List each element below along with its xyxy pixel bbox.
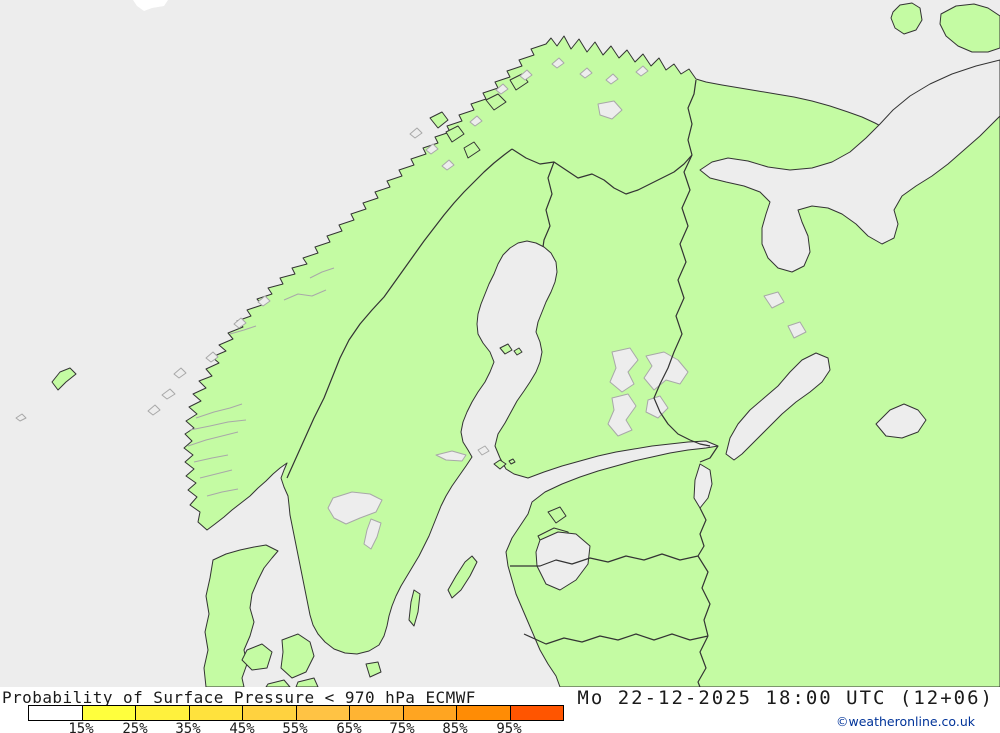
lake-onega	[875, 403, 927, 439]
country-borders	[286, 79, 719, 687]
seas-and-large-lakes	[535, 59, 1000, 591]
gulf-of-riga	[535, 531, 591, 591]
border-finland-russia	[653, 154, 711, 447]
legend-label: 75%	[389, 721, 415, 733]
legend-color-box	[456, 706, 510, 720]
border-norway-finland	[511, 148, 693, 195]
fjord-lines	[187, 267, 335, 497]
coastal-islets	[15, 57, 649, 456]
border-estonia-russia	[699, 445, 719, 463]
white-sea	[699, 59, 1000, 273]
border-sweden-finland	[542, 161, 555, 248]
lake-ladoga	[725, 352, 831, 461]
map-title: Probability of Surface Pressure < 970 hP…	[2, 688, 476, 707]
legend-label: 25%	[122, 721, 148, 733]
legend-color-box	[349, 706, 403, 720]
lake-vanern	[327, 491, 383, 525]
border-norway-sweden	[286, 148, 513, 479]
legend-label: 55%	[282, 721, 308, 733]
map-datetime: Mo 22-12-2025 18:00 UTC (12+06)	[577, 687, 994, 709]
map-area	[0, 0, 1000, 687]
probability-legend-bar	[28, 705, 564, 721]
legend-color-box	[135, 706, 189, 720]
low-probability-area	[133, 0, 168, 11]
legend-color-box	[509, 706, 563, 720]
probability-legend-labels: 15% 25% 35% 45% 55% 65% 75% 85% 95%	[0, 721, 1000, 733]
legend-label: 45%	[229, 721, 255, 733]
legend-label: 95%	[496, 721, 522, 733]
legend-label: 85%	[442, 721, 468, 733]
border-latvia-lithuania	[523, 633, 709, 645]
legend-label: 35%	[175, 721, 201, 733]
legend-color-box	[81, 706, 135, 720]
lake-vattern	[363, 518, 382, 550]
border-lithuania-russia	[697, 635, 709, 687]
denmark-landmass	[203, 544, 319, 687]
copyright-link[interactable]: ©weatheronline.co.uk	[836, 714, 975, 729]
legend-color-box	[242, 706, 296, 720]
legend-label: 15%	[68, 721, 94, 733]
legend-color-box	[402, 706, 456, 720]
lake-peipus	[693, 463, 713, 509]
islands	[51, 2, 1000, 678]
border-latvia-russia	[697, 555, 711, 637]
legend-label: 65%	[336, 721, 362, 733]
small-lakes	[327, 100, 807, 550]
scandinavia-pressure-probability-map	[0, 0, 1000, 687]
legend-color-box	[188, 706, 242, 720]
border-norway-russia	[687, 79, 697, 156]
footer: Probability of Surface Pressure < 970 hP…	[0, 687, 1000, 733]
lake-malaren	[435, 450, 467, 462]
legend-color-box	[295, 706, 349, 720]
border-estonia-latvia	[510, 553, 699, 567]
legend-color-box	[29, 706, 82, 720]
